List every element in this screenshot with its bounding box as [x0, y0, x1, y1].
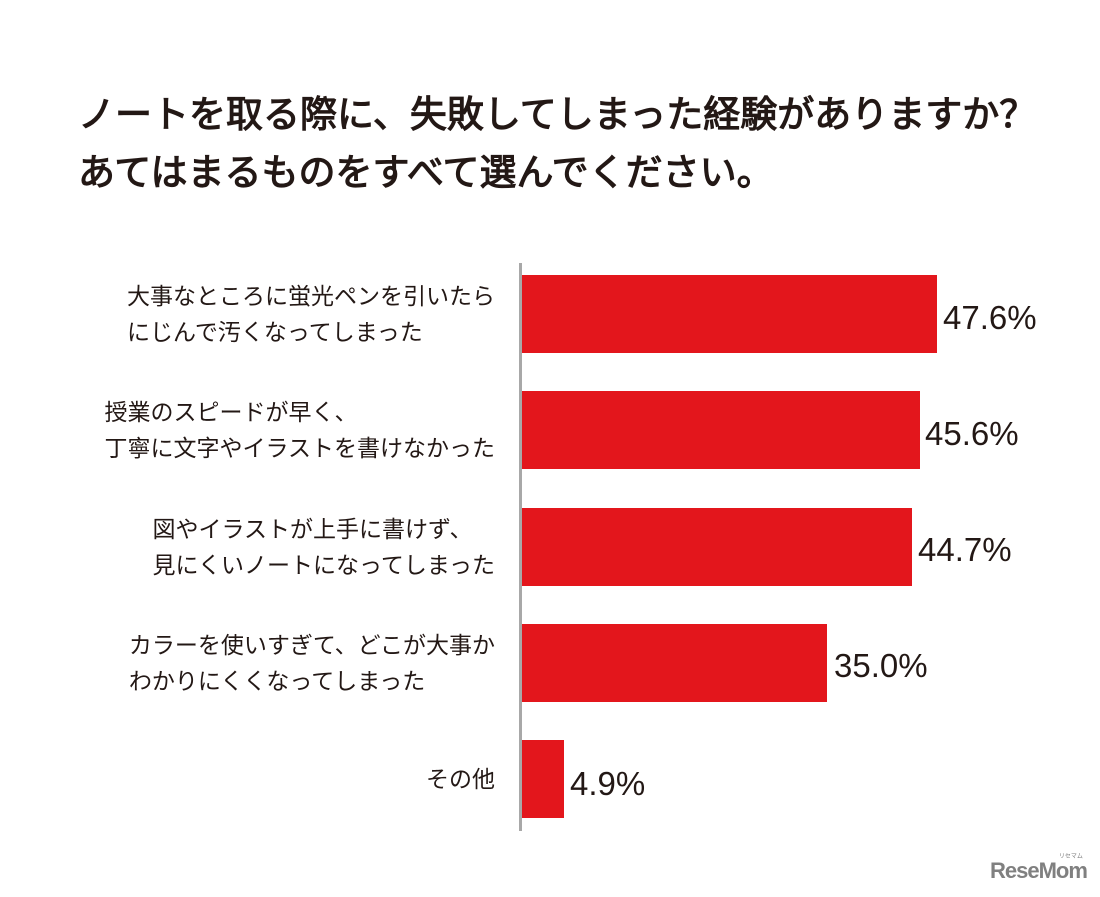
category-label-line2: 丁寧に文字やイラストを書けなかった [104, 436, 495, 462]
category-label: カラーを使いすぎて、どこが大事か わかりにくくなってしまった [129, 628, 495, 700]
value-label: 35.0% [834, 647, 928, 684]
logo-text: ReseMom [990, 858, 1088, 883]
chart-title: ノートを取る際に、失敗してしまった経験がありますか？ あてはまるものをすべて選ん… [78, 86, 1036, 202]
category-label-line2: わかりにくくなってしまった [128, 669, 426, 695]
category-label-line1: その他 [426, 767, 495, 793]
category-label: その他 [426, 762, 495, 798]
category-label-line1: カラーを使いすぎて、どこが大事か [128, 633, 495, 659]
bar [522, 391, 920, 469]
value-label: 45.6% [925, 415, 1019, 452]
value-label: 47.6% [943, 299, 1037, 336]
logo-kana: リセマム [1058, 854, 1083, 860]
category-label: 大事なところに蛍光ペンを引いたら にじんで汚くなってしまった [127, 279, 495, 351]
bar [522, 624, 827, 702]
y-axis-line [519, 263, 522, 831]
value-label: 4.9% [570, 765, 646, 802]
category-label-line1: 図やイラストが上手に書けず、 [152, 517, 473, 543]
bar [522, 508, 912, 586]
category-label-line2: 見にくいノートになってしまった [152, 553, 495, 579]
resemom-logo: ReseMom リセマム [990, 854, 1088, 884]
category-label: 授業のスピードが早く、 丁寧に文字やイラストを書けなかった [104, 395, 495, 467]
category-label-line1: 授業のスピードが早く、 [104, 400, 358, 426]
chart-title-line1: ノートを取る際に、失敗してしまった経験がありますか？ [78, 93, 1037, 136]
category-label: 図やイラストが上手に書けず、 見にくいノートになってしまった [153, 512, 495, 584]
bar [522, 275, 937, 353]
bar [522, 740, 564, 818]
category-label-line1: 大事なところに蛍光ペンを引いたら [127, 284, 495, 310]
chart-title-line2: あてはまるものをすべて選んでください。 [78, 151, 774, 194]
category-label-line2: にじんで汚くなってしまった [127, 320, 423, 346]
value-label: 44.7% [918, 531, 1012, 568]
